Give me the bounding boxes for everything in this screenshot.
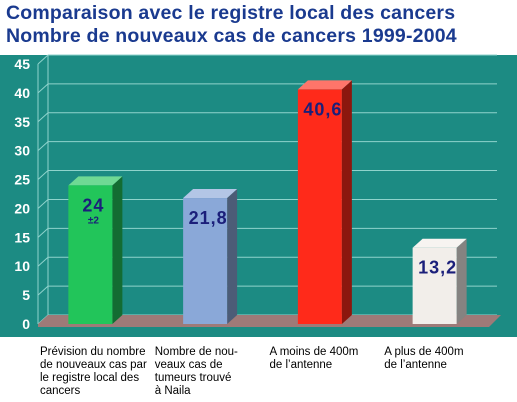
y-tick-label: 15 xyxy=(14,229,30,245)
bar-side xyxy=(112,176,123,324)
data-label: 13,2 xyxy=(418,258,457,278)
grid-line-diag xyxy=(37,170,49,180)
x-tick-label: Nombre de nou- veaux cas de tumeurs trou… xyxy=(154,346,238,397)
y-tick-label: 25 xyxy=(14,172,30,188)
x-tick-label: A moins de 400m de l’antenne xyxy=(269,346,359,371)
bar-top xyxy=(183,189,238,199)
y-tick-label: 30 xyxy=(14,143,30,159)
grid-line-diag xyxy=(37,199,49,209)
data-label: 40,6 xyxy=(303,99,342,119)
grid-line-diag xyxy=(37,54,49,65)
y-tick-label: 0 xyxy=(22,316,30,332)
chart-subtitle: Nombre de nouveaux cas de cancers 1999-2… xyxy=(6,25,457,47)
bar-top xyxy=(297,80,352,90)
bar-side xyxy=(227,189,238,324)
y-tick-label: 45 xyxy=(14,56,30,72)
chart-floor xyxy=(38,315,501,327)
bar-side xyxy=(456,238,467,324)
x-tick-label: Prévision du nombre de nouveaux cas par … xyxy=(40,346,147,397)
grid-line-diag xyxy=(37,141,49,152)
y-tick-label: 40 xyxy=(14,85,30,101)
grid-line-diag xyxy=(37,256,49,267)
y-tick-label: 5 xyxy=(22,287,30,303)
bar xyxy=(68,185,113,324)
grid-line-diag xyxy=(37,227,49,238)
x-tick-label: A plus de 400m de l’antenne xyxy=(384,346,464,371)
grid-line-diag xyxy=(37,285,49,296)
bar-top xyxy=(68,176,123,186)
grid-line-diag xyxy=(37,83,49,94)
y-tick-label: 20 xyxy=(14,200,30,216)
y-tick-label: 10 xyxy=(14,258,30,274)
chart-title: Comparaison avec le registre local des c… xyxy=(6,2,456,24)
data-label: 21,8 xyxy=(189,208,228,228)
bar xyxy=(412,247,457,324)
data-label: 24 xyxy=(82,195,104,215)
bar-top xyxy=(412,238,467,248)
grid-line-diag xyxy=(37,112,49,123)
bar-side xyxy=(341,80,352,324)
y-tick-label: 35 xyxy=(14,114,30,130)
bar xyxy=(183,198,228,324)
bar xyxy=(297,89,342,324)
error-label: ±2 xyxy=(88,215,99,226)
